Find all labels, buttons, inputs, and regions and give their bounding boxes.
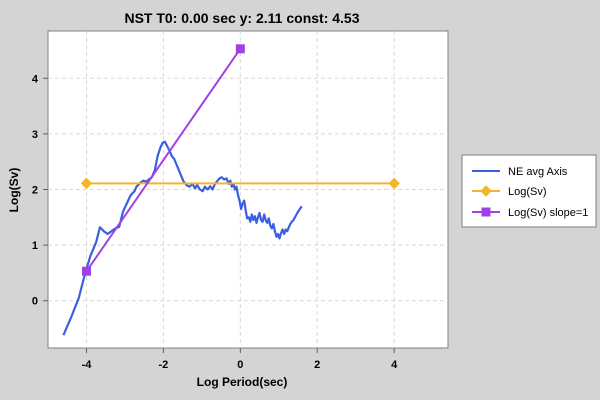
series-layer: [62, 44, 400, 336]
axis-ticks: -4 -2 0 2 4 0 1 2 3 4: [32, 73, 398, 371]
y-tick-label: 2: [32, 185, 38, 197]
legend-label-logsv-slope: Log(Sv) slope=1: [508, 207, 588, 219]
y-tick-label: 3: [32, 129, 38, 141]
chart-title: NST T0: 0.00 sec y: 2.11 const: 4.53: [124, 10, 359, 26]
data-point-marker: [388, 177, 400, 190]
x-tick-label: -4: [82, 359, 93, 371]
legend-swatch-marker: [480, 185, 492, 197]
x-tick-label: 2: [314, 359, 320, 371]
data-point-marker: [81, 266, 91, 276]
data-point-marker: [235, 44, 245, 54]
x-axis-title: Log Period(sec): [197, 375, 288, 389]
x-tick-label: -2: [158, 359, 168, 371]
y-tick-label: 4: [32, 73, 39, 85]
x-tick-label: 4: [391, 359, 398, 371]
series-line-3: [85, 48, 242, 272]
y-tick-label: 1: [32, 240, 38, 252]
series-line-1: [62, 140, 303, 336]
legend-label-ne-avg-axis: NE avg Axis: [508, 166, 568, 178]
x-tick-label: 0: [237, 359, 243, 371]
y-axis-title: Log(Sv): [7, 168, 21, 213]
legend: NE avg Axis Log(Sv) Log(Sv) slope=1: [461, 154, 597, 228]
legend-swatch-marker: [481, 207, 491, 217]
y-tick-label: 0: [32, 296, 38, 308]
legend-label-logsv: Log(Sv): [508, 186, 547, 198]
grid: [48, 31, 448, 348]
data-point-marker: [80, 177, 93, 190]
